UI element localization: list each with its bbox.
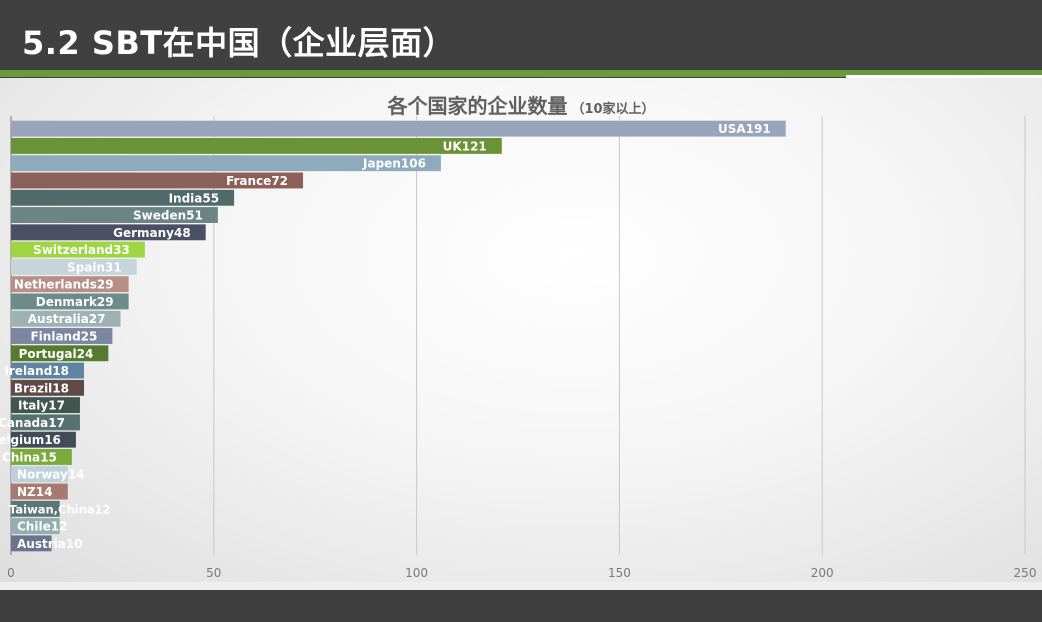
bar-taiwan-china — [11, 500, 60, 517]
bar-austria — [11, 535, 52, 552]
bar-label: NZ14 — [17, 485, 52, 499]
bar-usa — [11, 120, 786, 137]
bar-label: Finland25 — [30, 330, 97, 344]
bar-label: Netherlands29 — [14, 278, 114, 292]
bar-label: Brazil18 — [14, 381, 69, 395]
bar-label: Chile12 — [17, 520, 67, 534]
footer-light-strip — [0, 582, 1042, 590]
bar-china — [11, 449, 72, 465]
bar-uk — [11, 137, 502, 154]
bar-label: Denmark29 — [36, 295, 114, 309]
bar-portugal — [11, 345, 109, 362]
bar-label: Norway14 — [17, 468, 85, 482]
x-tick-label: 250 — [1014, 566, 1037, 580]
bar-switzerland — [11, 241, 145, 258]
bar-japen — [11, 155, 441, 172]
bar-label: Spain31 — [67, 260, 122, 274]
x-tick-label: 100 — [405, 566, 428, 580]
bar-italy — [11, 397, 80, 414]
bar-france — [11, 172, 304, 189]
bar-spain — [11, 258, 137, 275]
bar-label: USA191 — [718, 122, 771, 136]
bar-label: Germany48 — [113, 226, 191, 240]
bar-labels: USA191 UK121 Japen106 France72 India55 Sweden… — [0, 122, 771, 551]
bar-label: Switzerland33 — [33, 243, 130, 257]
slide-header — [0, 0, 1042, 70]
bar-ireland — [11, 362, 85, 379]
bar-australia — [11, 310, 121, 327]
bar-label: Italy17 — [18, 399, 65, 413]
bar-denmark — [11, 293, 129, 310]
chart-title-main: 各个国家的企业数量 — [387, 94, 568, 118]
bar-label: Portugal24 — [19, 347, 94, 361]
bar-label: Belgium16 — [0, 433, 61, 447]
slide-title: 5.2 SBT在中国（企业层面） — [22, 24, 456, 62]
bar-nz — [11, 483, 68, 500]
bar-finland — [11, 328, 113, 344]
bar-sweden — [11, 207, 218, 223]
bar-india — [11, 189, 235, 206]
bar-germany — [11, 224, 206, 241]
bar-label: Taiwan,China12 — [9, 502, 111, 516]
bars — [11, 120, 786, 552]
bar-norway — [11, 466, 68, 483]
slide-footer — [0, 590, 1042, 622]
bar-label: Canada17 — [0, 416, 65, 430]
header-accent-gap — [846, 75, 1042, 78]
bar-label: Austria10 — [17, 537, 83, 551]
x-tick-label: 0 — [7, 566, 15, 580]
bar-label: France72 — [226, 174, 288, 188]
chart-title-subtitle: （10家以上） — [571, 102, 655, 117]
bar-belgium — [11, 431, 76, 448]
x-tick-label: 200 — [811, 566, 834, 580]
bar-label: India55 — [169, 191, 220, 205]
bar-label: Japen106 — [362, 157, 426, 171]
x-tick-label: 150 — [608, 566, 631, 580]
bar-label: Ireland18 — [4, 364, 69, 378]
chart-title: 各个国家的企业数量 （10家以上） — [0, 90, 1042, 119]
x-tick-label: 50 — [206, 566, 221, 580]
bar-label: China15 — [2, 450, 57, 464]
bar-canada — [11, 414, 80, 431]
x-axis-ticks: 0 50 100 150 200 250 — [7, 566, 1036, 580]
bar-brazil — [11, 379, 85, 396]
bar-label: Sweden51 — [133, 209, 203, 223]
bar-netherlands — [11, 276, 129, 293]
bar-label: Australia27 — [28, 312, 106, 326]
bar-label: UK121 — [443, 139, 487, 153]
header-accent-line — [0, 70, 1042, 77]
bar-chile — [11, 518, 60, 535]
